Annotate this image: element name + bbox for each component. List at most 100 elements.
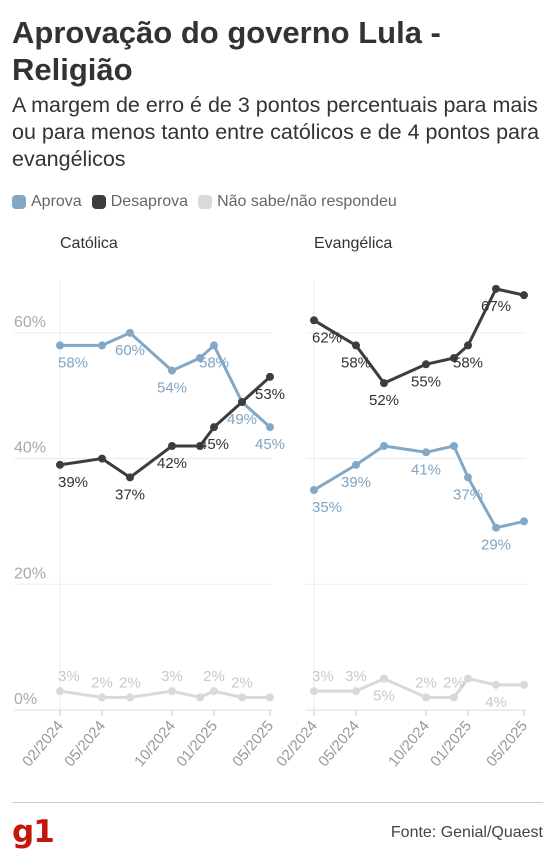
point-evangelica-nao_sabe-4 <box>450 693 458 702</box>
legend-item-nao-sabe: Não sabe/não respondeu <box>198 193 397 211</box>
legend-label-aprova: Aprova <box>31 193 82 210</box>
point-catolica-desaprova-1 <box>98 454 106 463</box>
data-label-catolica-aprova-3: 54% <box>157 380 187 397</box>
point-catolica-desaprova-7 <box>266 372 274 381</box>
x-tick-label-catolica-0: 02/2024 <box>19 718 67 770</box>
point-evangelica-desaprova-4 <box>450 354 458 362</box>
data-label-evangelica-aprova-5: 37% <box>453 486 483 503</box>
data-label-catolica-nao_sabe-5: 2% <box>203 668 225 685</box>
series-line-catolica-desaprova <box>58 375 272 479</box>
point-evangelica-aprova-5 <box>464 473 472 482</box>
point-evangelica-aprova-1 <box>352 460 360 469</box>
legend-item-desaprova: Desaprova <box>91 193 189 211</box>
point-catolica-desaprova-5 <box>210 423 218 432</box>
data-label-evangelica-aprova-1: 39% <box>341 474 371 491</box>
point-catolica-aprova-7 <box>266 423 274 432</box>
data-label-catolica-nao_sabe-1: 2% <box>91 674 113 691</box>
series-line-evangelica-nao_sabe <box>312 677 526 699</box>
data-label-catolica-desaprova-0: 39% <box>58 474 88 491</box>
legend-swatch-aprova <box>12 195 26 209</box>
point-catolica-aprova-2 <box>126 328 134 337</box>
point-catolica-desaprova-6 <box>238 398 246 406</box>
data-label-catolica-aprova-2: 60% <box>115 342 145 359</box>
x-tick-label-evangelica-3: 01/2025 <box>427 718 475 770</box>
data-label-catolica-desaprova-3: 42% <box>157 455 187 472</box>
point-catolica-nao_sabe-7 <box>266 693 274 702</box>
panel-title-catolica: Católica <box>60 235 118 252</box>
data-label-catolica-nao_sabe-0: 3% <box>58 668 80 685</box>
data-label-catolica-desaprova-5: 45% <box>199 436 229 453</box>
data-label-evangelica-nao_sabe-6: 4% <box>485 694 507 711</box>
data-label-evangelica-desaprova-0: 62% <box>312 329 342 346</box>
point-catolica-nao_sabe-1 <box>98 693 106 702</box>
point-catolica-desaprova-0 <box>56 460 64 469</box>
x-tick-label-evangelica-0: 02/2024 <box>273 718 321 770</box>
x-tick-label-catolica-3: 01/2025 <box>173 718 221 770</box>
x-tick-label-catolica-1: 05/2024 <box>61 718 109 770</box>
data-label-catolica-aprova-7: 45% <box>255 436 285 453</box>
point-evangelica-nao_sabe-3 <box>422 693 430 702</box>
x-tick-label-catolica-4: 05/2025 <box>229 718 277 770</box>
x-tick-label-evangelica-2: 10/2024 <box>385 718 433 770</box>
legend: Aprova Desaprova Não sabe/não respondeu <box>12 192 407 212</box>
y-tick-label-40: 40% <box>14 440 46 457</box>
point-catolica-aprova-5 <box>210 341 218 350</box>
data-label-evangelica-desaprova-1: 58% <box>341 354 371 371</box>
data-label-evangelica-desaprova-3: 55% <box>411 373 441 390</box>
series-line-catolica-nao_sabe <box>58 689 272 699</box>
point-catolica-desaprova-4 <box>196 442 204 450</box>
point-evangelica-nao_sabe-5 <box>464 674 472 683</box>
point-catolica-nao_sabe-6 <box>238 693 246 702</box>
series-line-catolica-aprova <box>58 331 272 429</box>
data-label-catolica-nao_sabe-6: 2% <box>231 674 253 691</box>
y-tick-label-60: 60% <box>14 314 46 331</box>
point-evangelica-desaprova-6 <box>492 284 500 293</box>
point-catolica-desaprova-2 <box>126 473 134 482</box>
point-catolica-nao_sabe-3 <box>168 687 176 696</box>
point-catolica-aprova-1 <box>98 341 106 350</box>
series-line-evangelica-aprova <box>312 444 526 530</box>
chart-title: Aprovação do governo Lula - Religião <box>12 15 441 87</box>
data-label-catolica-aprova-5: 58% <box>199 354 229 371</box>
data-label-catolica-nao_sabe-2: 2% <box>119 674 141 691</box>
point-catolica-aprova-3 <box>168 366 176 375</box>
point-evangelica-aprova-7 <box>520 517 528 526</box>
point-evangelica-aprova-4 <box>450 442 458 450</box>
data-label-evangelica-desaprova-2: 52% <box>369 392 399 409</box>
x-tick-label-catolica-2: 10/2024 <box>131 718 179 770</box>
chart-subtitle: A margem de erro é de 3 pontos percentua… <box>12 93 540 171</box>
point-evangelica-desaprova-2 <box>380 379 388 388</box>
point-evangelica-nao_sabe-6 <box>492 680 500 689</box>
series-line-evangelica-desaprova <box>312 287 526 385</box>
data-label-evangelica-nao_sabe-3: 2% <box>415 674 437 691</box>
data-label-evangelica-aprova-6: 29% <box>481 537 511 554</box>
data-label-evangelica-nao_sabe-4: 2% <box>443 674 465 691</box>
point-catolica-aprova-0 <box>56 341 64 350</box>
point-evangelica-aprova-2 <box>380 442 388 450</box>
y-tick-label-0: 0% <box>14 691 37 708</box>
legend-label-desaprova: Desaprova <box>110 193 189 210</box>
data-label-evangelica-nao_sabe-0: 3% <box>312 668 334 685</box>
data-label-evangelica-aprova-3: 41% <box>411 461 441 478</box>
data-label-evangelica-aprova-0: 35% <box>312 499 342 516</box>
point-catolica-desaprova-3 <box>168 442 176 450</box>
point-evangelica-desaprova-5 <box>464 341 472 350</box>
data-label-catolica-aprova-0: 58% <box>58 354 88 371</box>
legend-swatch-desaprova <box>91 195 106 209</box>
point-evangelica-desaprova-1 <box>352 341 360 350</box>
x-tick-label-evangelica-1: 05/2024 <box>315 718 363 770</box>
source-note: Fonte: Genial/Quaest <box>390 824 543 841</box>
point-catolica-nao_sabe-2 <box>126 693 134 702</box>
data-label-catolica-desaprova-2: 37% <box>115 486 145 503</box>
footer-divider <box>12 802 543 803</box>
data-label-catolica-aprova-6: 49% <box>227 411 257 428</box>
point-evangelica-aprova-6 <box>492 523 500 532</box>
point-evangelica-nao_sabe-0 <box>310 687 318 696</box>
panel-title-evangelica: Evangélica <box>314 235 392 252</box>
point-evangelica-desaprova-3 <box>422 360 430 369</box>
y-tick-label-20: 20% <box>14 565 46 582</box>
data-label-evangelica-desaprova-6: 67% <box>481 298 511 315</box>
point-evangelica-nao_sabe-7 <box>520 680 528 689</box>
data-label-catolica-desaprova-7: 53% <box>255 386 285 403</box>
